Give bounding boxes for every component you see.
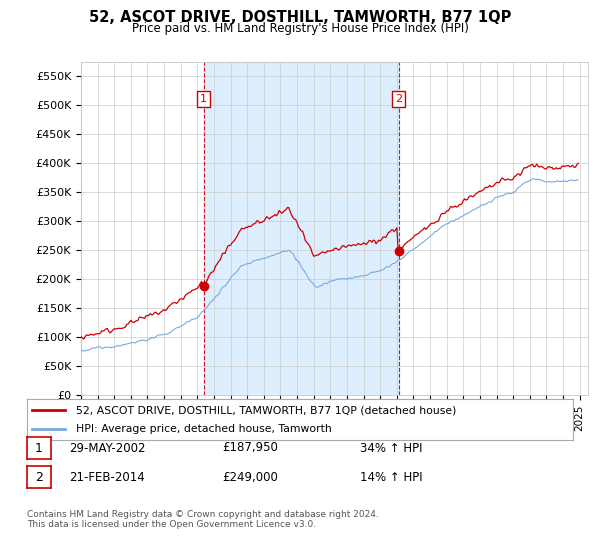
Text: 2: 2 (35, 470, 43, 484)
Bar (203, 62, 399, 395)
Text: 34% ↑ HPI: 34% ↑ HPI (360, 441, 422, 455)
Text: Contains HM Land Registry data © Crown copyright and database right 2024.
This d: Contains HM Land Registry data © Crown c… (27, 510, 379, 529)
Text: 29-MAY-2002: 29-MAY-2002 (69, 441, 146, 455)
Text: 14% ↑ HPI: 14% ↑ HPI (360, 470, 422, 484)
Text: £249,000: £249,000 (222, 470, 278, 484)
Text: £187,950: £187,950 (222, 441, 278, 455)
Text: 52, ASCOT DRIVE, DOSTHILL, TAMWORTH, B77 1QP (detached house): 52, ASCOT DRIVE, DOSTHILL, TAMWORTH, B77… (76, 405, 457, 415)
Text: 2: 2 (395, 94, 403, 104)
Text: 52, ASCOT DRIVE, DOSTHILL, TAMWORTH, B77 1QP: 52, ASCOT DRIVE, DOSTHILL, TAMWORTH, B77… (89, 10, 511, 25)
Text: 21-FEB-2014: 21-FEB-2014 (69, 470, 145, 484)
Text: Price paid vs. HM Land Registry's House Price Index (HPI): Price paid vs. HM Land Registry's House … (131, 22, 469, 35)
Text: 1: 1 (200, 94, 207, 104)
Text: 1: 1 (35, 441, 43, 455)
Text: HPI: Average price, detached house, Tamworth: HPI: Average price, detached house, Tamw… (76, 424, 332, 433)
